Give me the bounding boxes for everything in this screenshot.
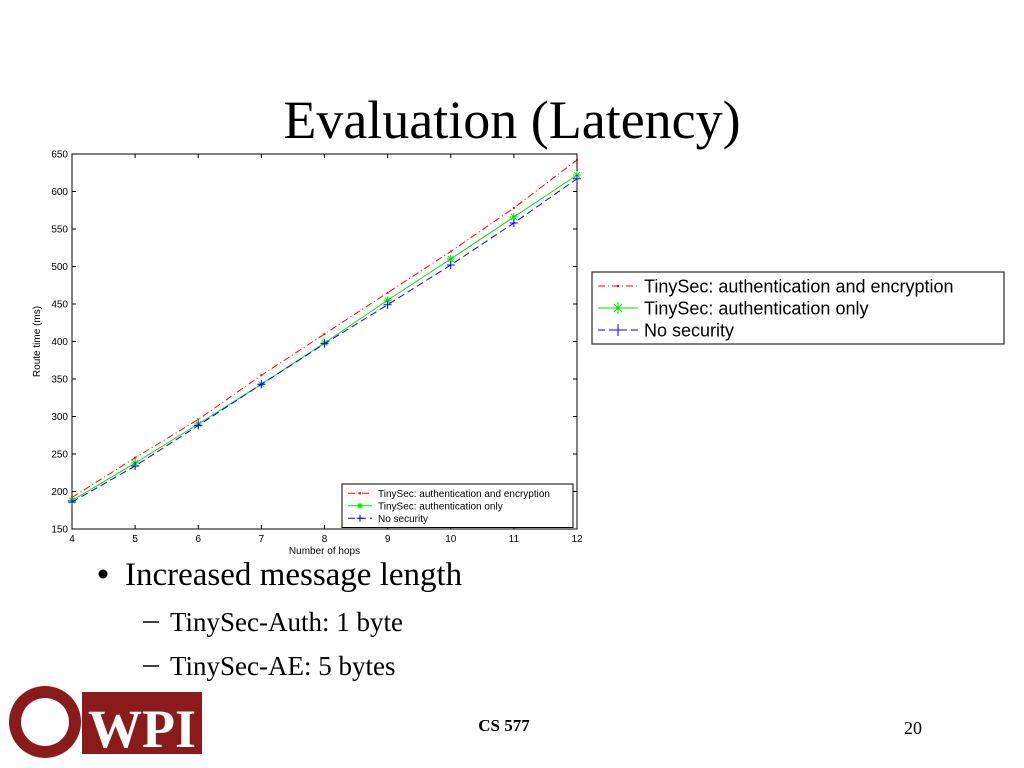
marker — [131, 462, 140, 470]
y-tick-label: 600 — [51, 187, 68, 198]
y-tick-label: 550 — [51, 225, 68, 236]
legend-label: TinySec: authentication only — [644, 298, 868, 318]
marker — [446, 255, 455, 263]
slide-title: Evaluation (Latency) — [283, 90, 740, 150]
x-tick-label: 10 — [445, 534, 457, 545]
x-tick-label: 9 — [385, 534, 391, 545]
page-number: 20 — [904, 718, 922, 738]
marker — [509, 219, 518, 227]
sub-bullet-text: TinySec-AE: 5 bytes — [170, 651, 396, 681]
legend-label: TinySec: authentication and encryption — [644, 276, 954, 296]
marker — [573, 174, 581, 183]
x-tick-label: 7 — [259, 534, 265, 545]
legend-label: No security — [378, 514, 428, 525]
y-tick-label: 350 — [51, 375, 68, 386]
marker — [194, 421, 203, 430]
legend — [591, 271, 1005, 345]
bullet-text: Increased message length — [125, 557, 463, 593]
legend-label: TinySec: authentication and encryption — [378, 489, 550, 500]
marker — [320, 339, 329, 348]
y-tick-label: 450 — [51, 300, 68, 311]
seal-inner — [21, 698, 69, 746]
marker — [356, 514, 364, 522]
y-tick-label: 200 — [51, 487, 68, 498]
footer: CS 577 — [478, 716, 530, 735]
marker — [612, 324, 624, 336]
marker — [257, 380, 266, 389]
chart: 150 200 250 300 350 400 450 500 550 600 650 4 5 6 7 8 9 1… — [32, 150, 1005, 557]
marker — [612, 302, 624, 314]
legend-label: No security — [644, 320, 734, 340]
marker — [356, 502, 364, 510]
x-tick-label: 5 — [132, 534, 138, 545]
legend-label: TinySec: authentication only — [378, 501, 503, 512]
y-axis-label: Route time (ms) — [32, 306, 43, 377]
x-tick-label: 11 — [509, 534, 520, 545]
x-tick-label: 8 — [322, 534, 328, 545]
y-tick-label: 150 — [51, 525, 68, 536]
y-tick-label: 500 — [51, 262, 68, 273]
x-tick-label: 4 — [69, 534, 75, 545]
bullet — [98, 569, 108, 579]
marker — [446, 261, 455, 269]
marker — [509, 213, 518, 221]
logo-box — [82, 692, 202, 754]
y-tick-label: 400 — [51, 337, 68, 348]
x-axis-label: Number of hops — [289, 546, 360, 557]
x-tick-label: 6 — [195, 534, 201, 545]
sub-bullet-text: TinySec-Auth: 1 byte — [170, 607, 403, 637]
y-tick-label: 250 — [51, 450, 68, 461]
logo-text: WPI — [88, 699, 196, 759]
marker — [383, 300, 392, 309]
y-tick-label: 300 — [51, 412, 68, 423]
marker — [68, 498, 76, 506]
x-tick-label: 12 — [571, 534, 583, 545]
y-tick-label: 650 — [51, 150, 68, 161]
marker — [383, 296, 392, 305]
legend — [341, 483, 574, 528]
